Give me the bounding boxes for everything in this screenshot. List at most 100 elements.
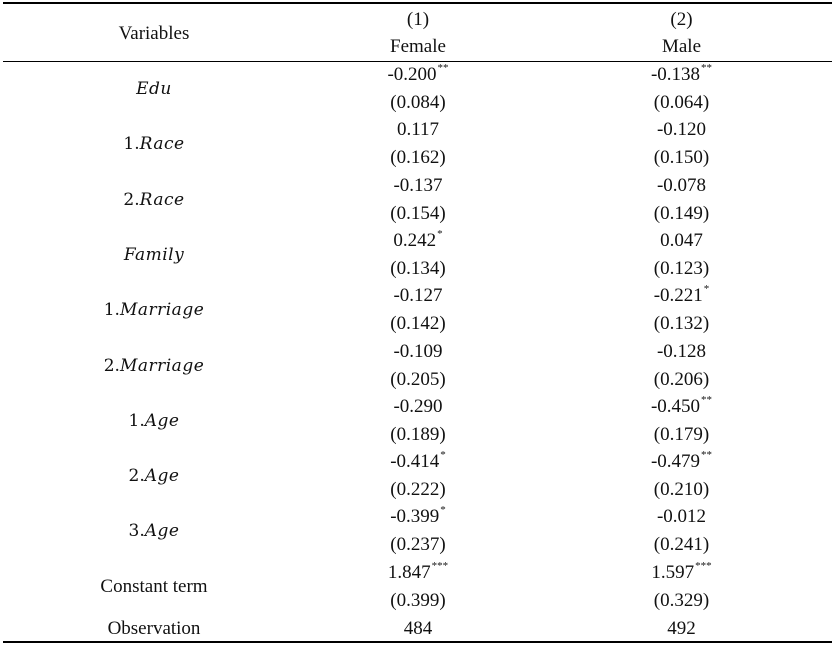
coefficient-value: 0.047 (660, 230, 703, 251)
coefficient-value: 1.597 (651, 562, 695, 583)
female-standard-error: (0.237) (390, 534, 446, 555)
male-coefficient: -0.078 (531, 175, 832, 197)
female-coefficient: -0.127 (305, 285, 531, 307)
significance-stars: *** (695, 559, 712, 572)
male-coefficient: -0.221* (531, 282, 832, 307)
variable-label: Race (139, 134, 185, 154)
male-standard-error: (0.132) (653, 313, 710, 334)
male-coefficient: -0.138** (531, 61, 832, 86)
variable-label: Marriage (119, 356, 205, 376)
variable-prefix: 2. (103, 356, 120, 376)
variable-name: Family (3, 244, 305, 266)
column-1-label: Female (390, 36, 446, 57)
female-standard-error: (0.399) (390, 590, 446, 611)
significance-stars: * (440, 448, 446, 461)
variable-label: Constant term (100, 576, 208, 597)
variable-name: 1.Age (3, 410, 305, 432)
male-coefficient: 0.047 (531, 230, 832, 252)
female-standard-error: (0.084) (390, 92, 446, 113)
male-standard-error: (0.329) (653, 590, 710, 611)
variable-name: Edu (3, 78, 305, 100)
significance-stars: ** (437, 61, 449, 74)
significance-stars: ** (701, 393, 713, 406)
male-standard-error: (0.150) (653, 147, 710, 168)
coefficient-value: -0.128 (656, 341, 707, 362)
variable-name: 3.Age (3, 520, 305, 542)
variable-label: Edu (136, 79, 172, 99)
significance-stars: * (440, 503, 446, 516)
variable-label: Age (144, 521, 180, 541)
significance-stars: ** (701, 61, 713, 74)
variable-name: 2.Race (3, 189, 305, 211)
column-2-label: Male (661, 36, 702, 57)
variable-prefix: 2. (128, 466, 145, 486)
variable-label: Age (144, 411, 180, 431)
variable-name: 1.Marriage (3, 299, 305, 321)
coefficient-value: 0.117 (396, 119, 440, 140)
coefficient-value: -0.450 (650, 396, 701, 417)
column-2-number: (2) (670, 9, 693, 30)
significance-stars: * (703, 282, 710, 295)
female-coefficient: 0.242* (305, 228, 531, 252)
female-standard-error: (0.189) (390, 424, 446, 445)
coefficient-value: -0.120 (656, 119, 707, 140)
male-coefficient: -0.450** (531, 393, 832, 418)
variable-prefix: 3. (128, 521, 145, 541)
coefficient-value: -0.078 (656, 175, 707, 196)
female-coefficient: 1.847*** (305, 559, 531, 584)
male-coefficient: -0.128 (531, 341, 832, 363)
coefficient-value: -0.109 (393, 341, 443, 362)
variable-prefix: 1. (123, 134, 140, 154)
female-standard-error: (0.154) (390, 203, 446, 224)
male-standard-error: (0.123) (653, 258, 710, 279)
bottom-rule (3, 641, 832, 643)
coefficient-value: -0.012 (656, 506, 707, 527)
significance-stars: *** (431, 559, 449, 572)
observation-male: 492 (667, 618, 696, 639)
male-coefficient: -0.120 (531, 119, 832, 141)
variable-prefix: 2. (123, 190, 140, 210)
female-standard-error: (0.222) (390, 479, 446, 500)
observation-female: 484 (403, 618, 433, 639)
female-standard-error: (0.162) (390, 147, 446, 168)
male-standard-error: (0.179) (653, 424, 710, 445)
male-coefficient: 1.597*** (531, 559, 832, 584)
coefficient-value: -0.399 (390, 506, 440, 527)
variable-label: Marriage (119, 300, 205, 320)
coefficient-value: -0.221 (653, 285, 703, 306)
top-rule (3, 2, 832, 4)
coefficient-value: -0.290 (393, 396, 443, 417)
female-coefficient: -0.414* (305, 448, 531, 473)
coefficient-value: -0.137 (393, 175, 443, 196)
variable-label: Age (144, 466, 180, 486)
header-rule (3, 61, 832, 62)
male-coefficient: -0.479** (531, 448, 832, 473)
column-1-number: (1) (406, 9, 430, 30)
variable-label: Family (123, 245, 185, 265)
female-standard-error: (0.142) (390, 313, 446, 334)
variable-prefix: 1. (103, 300, 120, 320)
coefficient-value: -0.127 (393, 285, 443, 306)
male-standard-error: (0.210) (653, 479, 710, 500)
coefficient-value: -0.138 (650, 64, 701, 85)
coefficient-value: -0.479 (650, 451, 701, 472)
female-standard-error: (0.205) (390, 369, 446, 390)
male-standard-error: (0.064) (653, 92, 710, 113)
variables-header: Variables (118, 23, 190, 44)
significance-stars: ** (701, 448, 713, 461)
female-standard-error: (0.134) (390, 258, 446, 279)
variable-label: Race (139, 190, 185, 210)
variable-name: 2.Marriage (3, 355, 305, 377)
observation-label: Observation (107, 618, 201, 639)
male-coefficient: -0.012 (531, 506, 832, 528)
coefficient-value: 1.847 (387, 562, 431, 583)
coefficient-value: -0.200 (387, 64, 437, 85)
coefficient-value: -0.414 (390, 451, 440, 472)
female-coefficient: -0.399* (305, 503, 531, 528)
male-standard-error: (0.241) (653, 534, 710, 555)
variable-name: 2.Age (3, 465, 305, 487)
female-coefficient: -0.109 (305, 341, 531, 363)
coefficient-value: 0.242 (393, 230, 437, 251)
male-standard-error: (0.149) (653, 203, 710, 224)
